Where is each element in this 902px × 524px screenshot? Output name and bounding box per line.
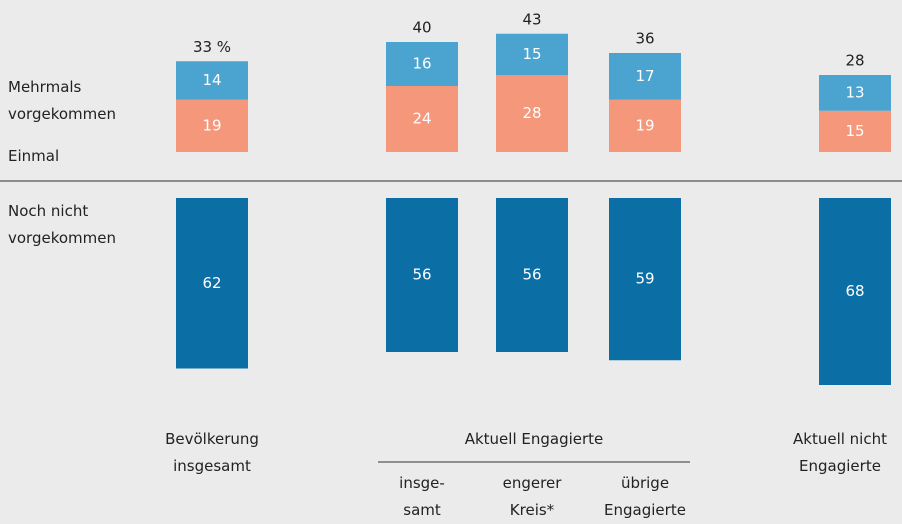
bar [176, 198, 248, 369]
total-label: 28 [845, 52, 864, 70]
value-label: 17 [635, 67, 654, 85]
value-label: 19 [202, 116, 221, 134]
bar [819, 198, 891, 385]
bar-segment [176, 99, 248, 152]
bar-segment [609, 53, 681, 100]
value-label: 24 [412, 110, 431, 128]
value-label: 59 [635, 270, 654, 288]
group-label: Aktuell Engagierte [464, 430, 604, 448]
total-label: 36 [635, 30, 654, 48]
bar-segment [386, 86, 458, 152]
bar-segment [496, 75, 568, 152]
total-label: 43 [522, 10, 541, 28]
value-label: 16 [412, 55, 431, 73]
legend-label: Einmal [8, 147, 60, 165]
legend-label: Mehrmals vorgekommen [8, 78, 116, 123]
category-label: übrige Engagierte [604, 474, 686, 519]
bar [609, 198, 681, 361]
category-label: Bevölkerung insgesamt [165, 430, 259, 475]
bar [386, 198, 458, 352]
category-label: insge- samt [399, 474, 445, 519]
total-label: 40 [412, 19, 431, 37]
value-label: 15 [522, 45, 541, 63]
value-label: 19 [635, 116, 654, 134]
bar-segment [819, 110, 891, 152]
value-label: 68 [845, 282, 864, 300]
bar-segment [386, 42, 458, 86]
bar-segment [819, 75, 891, 111]
value-label: 56 [412, 266, 431, 284]
value-label: 13 [845, 83, 864, 101]
category-label: Aktuell nicht Engagierte [793, 430, 887, 475]
value-label: 56 [522, 266, 541, 284]
value-label: 15 [845, 122, 864, 140]
total-label: 33 % [193, 38, 231, 56]
value-label: 62 [202, 274, 221, 292]
bar [496, 198, 568, 352]
bar-segment [609, 99, 681, 152]
legend-label: Noch nicht vorgekommen [8, 202, 116, 247]
value-label: 14 [202, 71, 221, 89]
bar-segment [496, 33, 568, 75]
bar-segment [176, 61, 248, 100]
value-label: 28 [522, 104, 541, 122]
category-label: engerer Kreis* [502, 474, 562, 519]
